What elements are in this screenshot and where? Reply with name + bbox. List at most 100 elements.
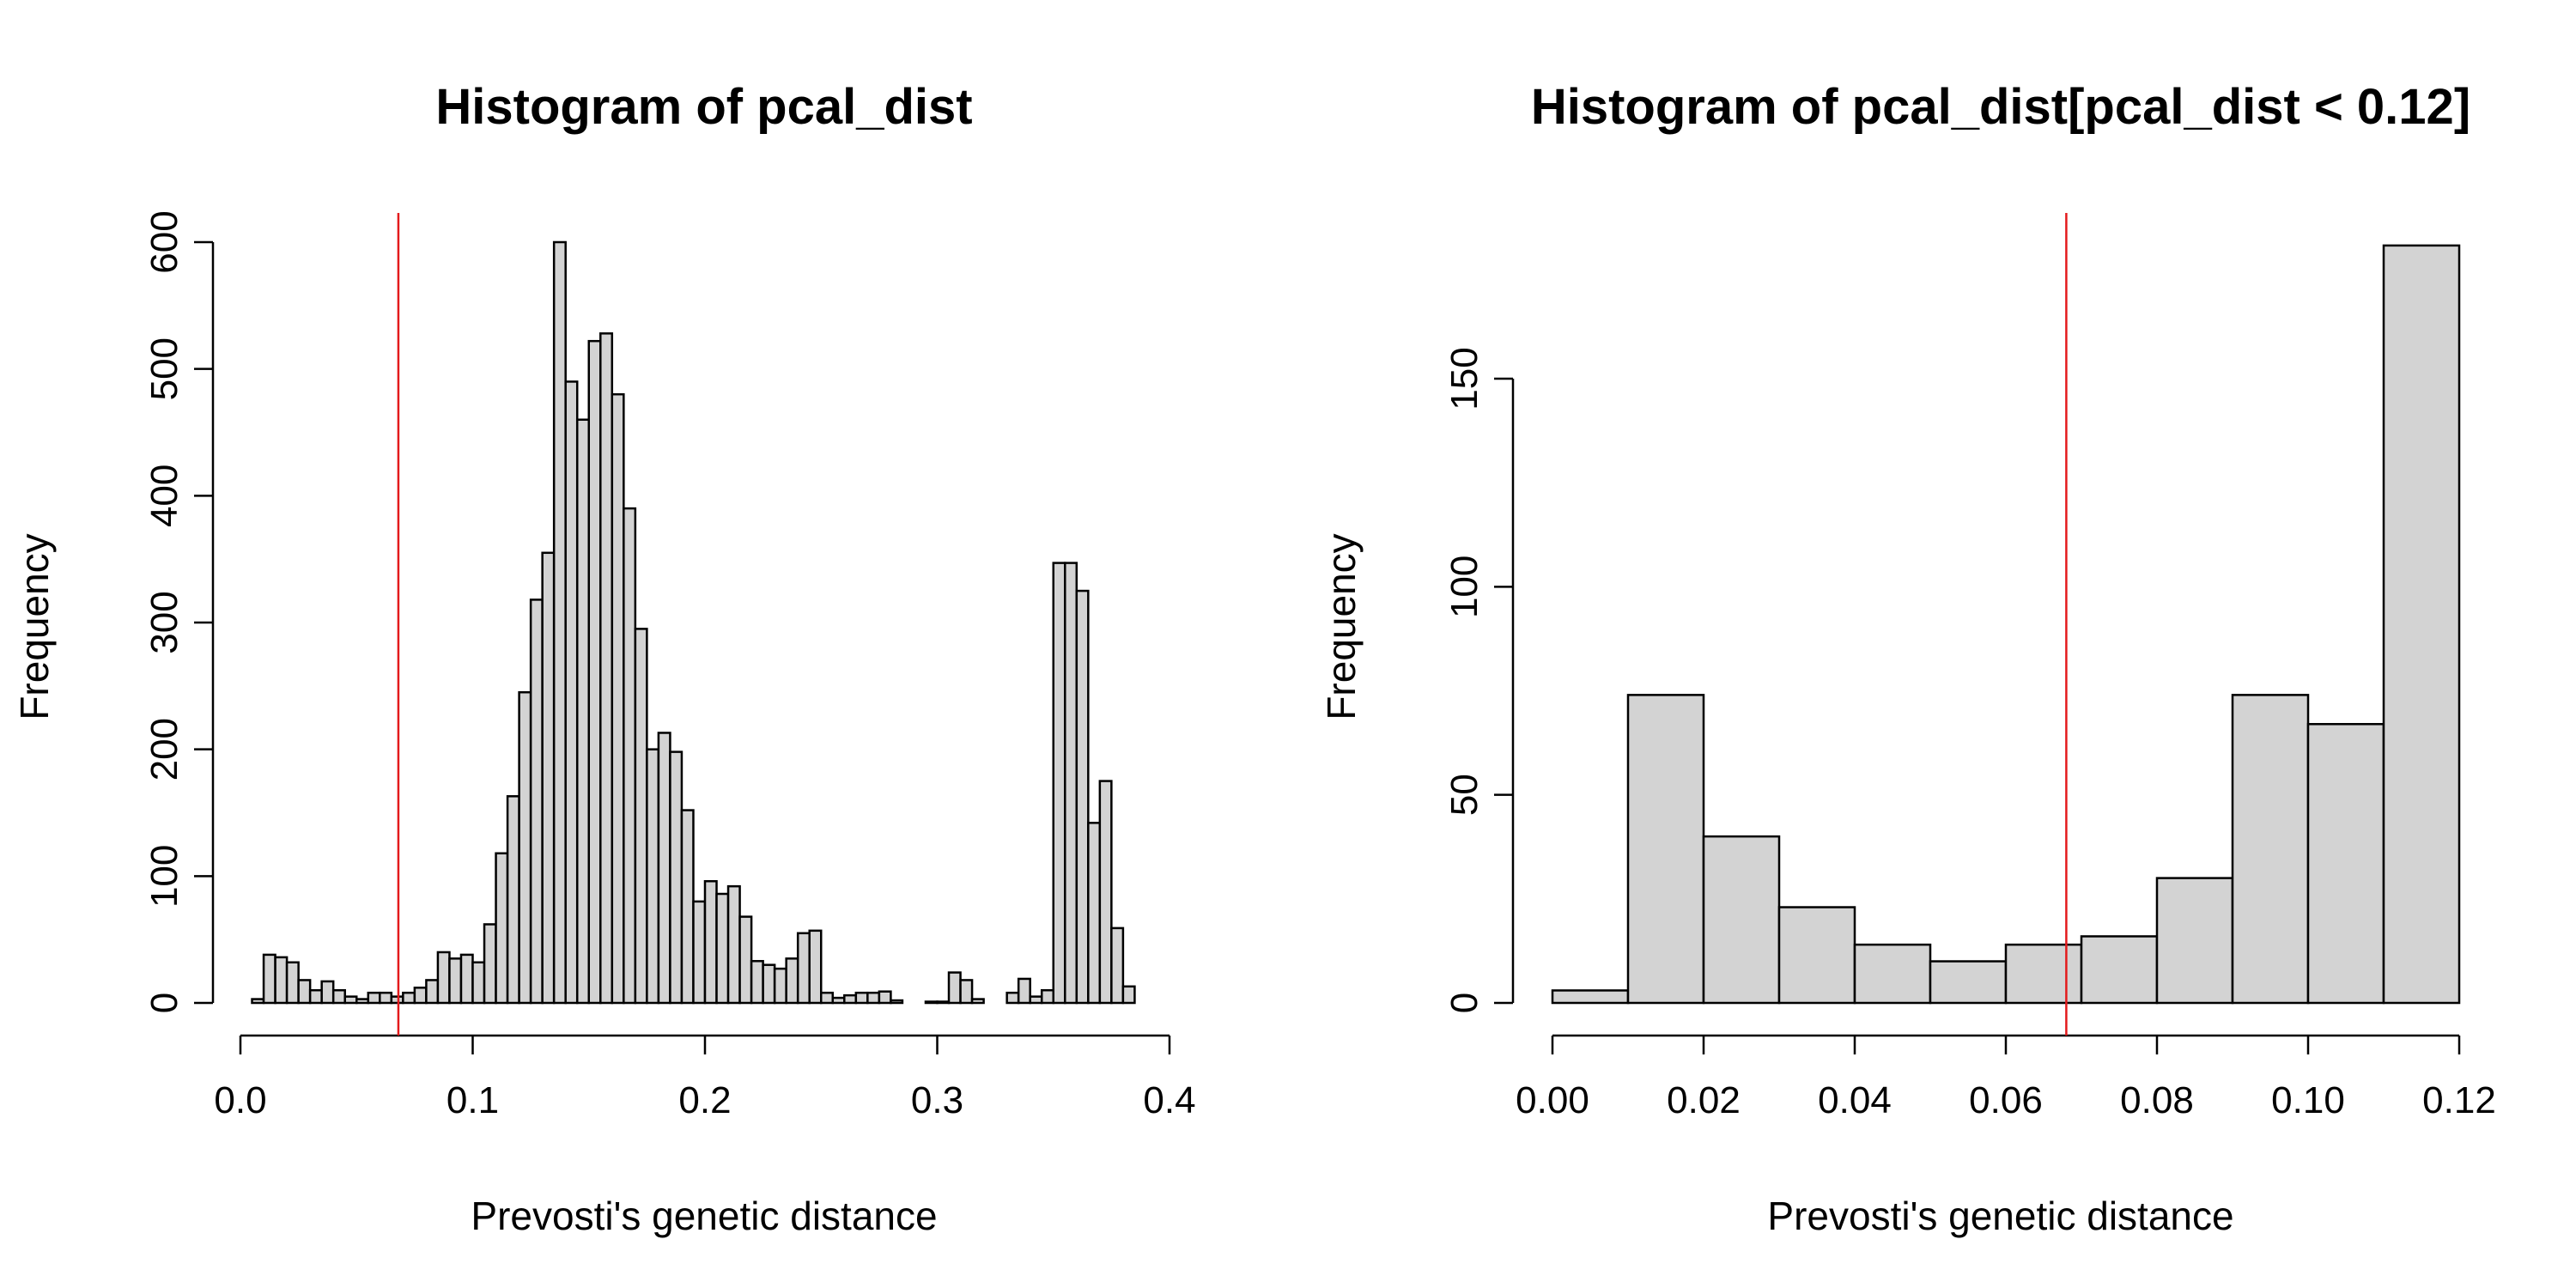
- histogram-bar: [796, 932, 811, 1005]
- x-tick-label: 0.3: [911, 1079, 963, 1121]
- histogram-bar: [634, 628, 648, 1005]
- histogram-bar: [623, 507, 637, 1005]
- histogram-bar: [483, 923, 497, 1005]
- x-tick-label: 0.04: [1818, 1079, 1892, 1121]
- x-axis-label: Prevosti's genetic distance: [1767, 1194, 2233, 1238]
- histogram-bar: [1052, 562, 1066, 1005]
- histogram-bar: [611, 392, 625, 1005]
- y-tick-label: 0: [1443, 993, 1485, 1013]
- histogram-bar: [947, 971, 962, 1005]
- x-tick-label: 0.0: [214, 1079, 266, 1121]
- histogram-bar: [587, 339, 602, 1005]
- histogram-bar: [831, 996, 846, 1005]
- histogram-bar: [924, 1000, 939, 1005]
- histogram-bar: [646, 748, 660, 1005]
- y-tick-label: 100: [143, 845, 185, 908]
- histogram-bar: [1017, 977, 1031, 1005]
- histogram-bar: [843, 993, 858, 1005]
- y-axis: 0 50 100 150: [1443, 347, 1515, 1013]
- chart-title: Histogram of pcal_dist: [435, 79, 972, 135]
- histogram-bar: [715, 892, 730, 1005]
- histogram-bar: [970, 998, 985, 1005]
- histogram-bar: [1040, 988, 1054, 1005]
- histogram-bar: [773, 967, 787, 1005]
- histogram-panel-right: Histogram of pcal_dist[pcal_dist < 0.12]…: [1319, 79, 2496, 1238]
- histogram-bar: [495, 852, 509, 1005]
- histogram-bar: [274, 956, 289, 1005]
- histogram-bar: [866, 991, 881, 1005]
- histogram-bar: [854, 991, 869, 1005]
- histogram-bar: [1702, 835, 1781, 1005]
- histogram-bar: [262, 953, 276, 1005]
- histogram-bar: [750, 960, 764, 1005]
- histogram-bar: [308, 988, 323, 1005]
- x-axis: 0.0 0.1 0.2 0.3 0.4: [214, 1034, 1196, 1121]
- y-tick-label: 100: [1443, 556, 1485, 618]
- y-tick-label: 300: [143, 591, 185, 653]
- histogram-panel-left: Histogram of pcal_dist Prevosti's geneti…: [12, 79, 1196, 1238]
- histogram-bar: [297, 979, 312, 1005]
- histogram-bar: [343, 995, 358, 1005]
- histogram-bar: [1853, 943, 1932, 1005]
- histogram-bar: [692, 900, 707, 1005]
- histogram-bar: [471, 961, 486, 1005]
- histogram-bar: [738, 915, 753, 1005]
- histogram-bar: [459, 953, 474, 1005]
- histogram-bar: [959, 979, 974, 1005]
- y-tick-label: 0: [143, 993, 185, 1013]
- histogram-bar: [657, 732, 671, 1005]
- histogram-bar: [251, 998, 265, 1005]
- histogram-bar: [2306, 723, 2385, 1005]
- x-tick-label: 0.02: [1667, 1079, 1741, 1121]
- histogram-bar: [936, 1000, 951, 1005]
- histogram-bar: [1110, 927, 1125, 1005]
- histogram-bar: [2004, 943, 2083, 1005]
- histogram-bar: [402, 991, 416, 1005]
- histogram-bar: [413, 987, 428, 1005]
- x-tick-label: 0.10: [2271, 1079, 2345, 1121]
- histogram-bar: [1098, 780, 1113, 1005]
- bars-group: [251, 240, 1136, 1005]
- histogram-bar: [878, 990, 892, 1005]
- histogram-bar: [552, 240, 567, 1005]
- histogram-bar: [785, 957, 799, 1005]
- y-tick-label: 400: [143, 465, 185, 527]
- histogram-bar: [425, 979, 440, 1005]
- y-tick-label: 50: [1443, 774, 1485, 816]
- x-tick-label: 0.08: [2120, 1079, 2194, 1121]
- histogram-bar: [367, 991, 381, 1005]
- histogram-bar: [1064, 562, 1078, 1005]
- x-axis-label: Prevosti's genetic distance: [471, 1194, 937, 1238]
- histogram-bar: [2231, 694, 2310, 1005]
- y-axis-label: Frequency: [12, 533, 57, 720]
- histogram-bar: [762, 963, 776, 1005]
- y-axis: 0 100 200 300 400 500 600: [143, 210, 215, 1013]
- histogram-bar: [1929, 960, 2008, 1005]
- histogram-bar: [1626, 694, 1705, 1005]
- histogram-bar: [1087, 822, 1102, 1005]
- histogram-bar: [703, 879, 718, 1005]
- histogram-bar: [808, 929, 823, 1005]
- histogram-bar: [448, 957, 463, 1005]
- histogram-bar: [1005, 991, 1020, 1005]
- histogram-bar: [1551, 989, 1630, 1005]
- histogram-bar: [1075, 589, 1090, 1005]
- histogram-bar: [1121, 985, 1136, 1005]
- histogram-bar: [680, 809, 695, 1005]
- histogram-bar: [390, 995, 404, 1005]
- histogram-bar: [820, 991, 835, 1005]
- histogram-bar: [379, 991, 393, 1005]
- histogram-bar: [541, 551, 556, 1005]
- histogram-bar: [2155, 877, 2234, 1005]
- histogram-bar: [436, 951, 451, 1005]
- histogram-bar: [529, 598, 544, 1005]
- histogram-bar: [1029, 995, 1043, 1005]
- y-tick-label: 200: [143, 718, 185, 781]
- histogram-bar: [320, 980, 335, 1005]
- histogram-bar: [355, 998, 370, 1005]
- histogram-bar: [1777, 906, 1856, 1005]
- x-tick-label: 0.00: [1516, 1079, 1589, 1121]
- histogram-bar: [285, 961, 300, 1005]
